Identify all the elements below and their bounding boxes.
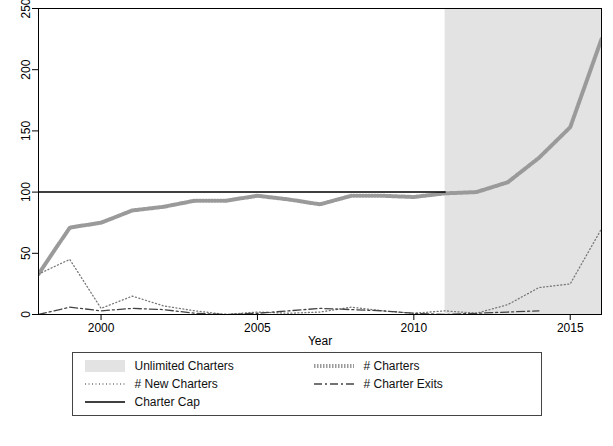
html-text:Unlimited Charters: Unlimited Charters xyxy=(134,359,234,373)
svg-text:200: 200 xyxy=(19,59,33,79)
svg-text:2000: 2000 xyxy=(88,321,115,335)
svg-text:2015: 2015 xyxy=(557,321,584,335)
svg-text:250: 250 xyxy=(19,0,33,19)
svg-text:Year: Year xyxy=(308,334,332,348)
html-text:# Charter Exits: # Charter Exits xyxy=(363,377,443,391)
svg-text:100: 100 xyxy=(19,182,33,202)
svg-text:150: 150 xyxy=(19,121,33,141)
svg-text:0: 0 xyxy=(19,311,33,318)
html-text:Charter Cap: Charter Cap xyxy=(134,395,200,409)
svg-text:50: 50 xyxy=(19,246,33,260)
html-text:# Charters: # Charters xyxy=(363,359,420,373)
html-text:# New Charters: # New Charters xyxy=(134,377,218,391)
svg-text:2010: 2010 xyxy=(400,321,427,335)
svg-text:2005: 2005 xyxy=(244,321,271,335)
